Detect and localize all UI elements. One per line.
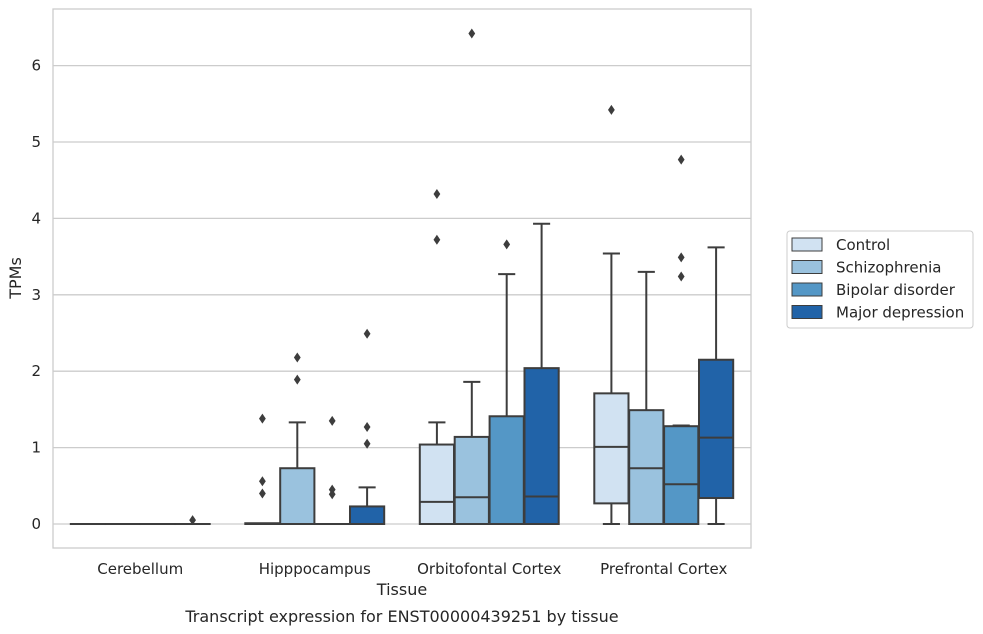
x-tick-label: Hipppocampus xyxy=(259,560,371,578)
box-body xyxy=(663,425,700,526)
box-bipolar-disorder xyxy=(488,239,525,525)
legend-swatch xyxy=(791,282,823,297)
x-tick-label: Orbitofontal Cortex xyxy=(417,560,561,578)
y-tick-label: 3 xyxy=(31,286,41,304)
y-axis-label: TPMs xyxy=(6,257,25,300)
box-body xyxy=(523,367,560,526)
legend-swatch xyxy=(791,260,823,274)
legend-label: Major depression xyxy=(836,304,964,322)
legend-swatch xyxy=(791,237,823,252)
chart-caption: Transcript expression for ENST0000043925… xyxy=(184,607,618,626)
outlier-point xyxy=(363,438,371,449)
box-body xyxy=(418,443,456,526)
box-control xyxy=(418,188,456,526)
legend-frame xyxy=(786,230,974,329)
outlier-point xyxy=(677,271,685,282)
box-body xyxy=(453,435,490,525)
outlier-point xyxy=(503,239,511,250)
outlier-point xyxy=(328,484,336,495)
legend-swatch xyxy=(791,305,823,319)
x-tick-label: Prefrontal Cortex xyxy=(600,560,727,578)
box-control xyxy=(593,104,630,525)
box-body xyxy=(593,392,630,505)
box-series xyxy=(69,28,735,526)
x-tick-label: Cerebellum xyxy=(97,560,183,578)
y-tick-label: 1 xyxy=(31,439,41,457)
x-axis-label: Tissue xyxy=(376,580,427,599)
outlier-point xyxy=(433,188,441,199)
legend-label: Control xyxy=(836,236,890,254)
box-major-depression xyxy=(174,515,211,526)
outlier-point xyxy=(433,234,441,245)
box-body xyxy=(348,505,386,526)
box-major-depression xyxy=(348,328,386,526)
outlier-point xyxy=(259,476,266,487)
y-tick-label: 5 xyxy=(31,133,41,151)
box-major-depression xyxy=(523,222,560,526)
box-schizophrenia xyxy=(279,352,316,525)
box-schizophrenia xyxy=(628,270,665,525)
box-body xyxy=(697,358,735,500)
outlier-point xyxy=(468,28,476,39)
outlier-point xyxy=(363,328,371,339)
y-tick-label: 6 xyxy=(31,57,41,75)
y-tick-labels: 0 1 2 3 4 5 6 xyxy=(31,57,41,533)
box-body xyxy=(628,409,665,525)
outlier-point xyxy=(189,515,196,526)
outlier-point xyxy=(677,154,685,165)
legend-label: Bipolar disorder xyxy=(836,281,956,299)
legend: Control Schizophrenia Bipolar disorder Majo… xyxy=(786,230,974,329)
y-tick-label: 4 xyxy=(31,209,41,227)
box-body xyxy=(279,467,316,525)
box-bipolar-disorder xyxy=(314,415,351,526)
outlier-point xyxy=(677,252,685,263)
outlier-point xyxy=(608,104,615,115)
y-tick-label: 0 xyxy=(31,515,41,533)
box-schizophrenia xyxy=(453,28,490,525)
outlier-point xyxy=(328,415,336,426)
outlier-point xyxy=(259,488,266,499)
outlier-point xyxy=(293,374,301,385)
box-body xyxy=(488,415,525,525)
legend-label: Schizophrenia xyxy=(836,259,941,277)
plot-frame xyxy=(52,8,752,549)
outlier-point xyxy=(363,421,371,432)
x-tick-labels: Cerebellum Hipppocampus Orbitofontal Corte… xyxy=(97,560,727,578)
outlier-point xyxy=(259,413,266,424)
y-tick-label: 2 xyxy=(31,362,41,380)
outlier-point xyxy=(293,352,301,363)
box-major-depression xyxy=(697,246,735,525)
